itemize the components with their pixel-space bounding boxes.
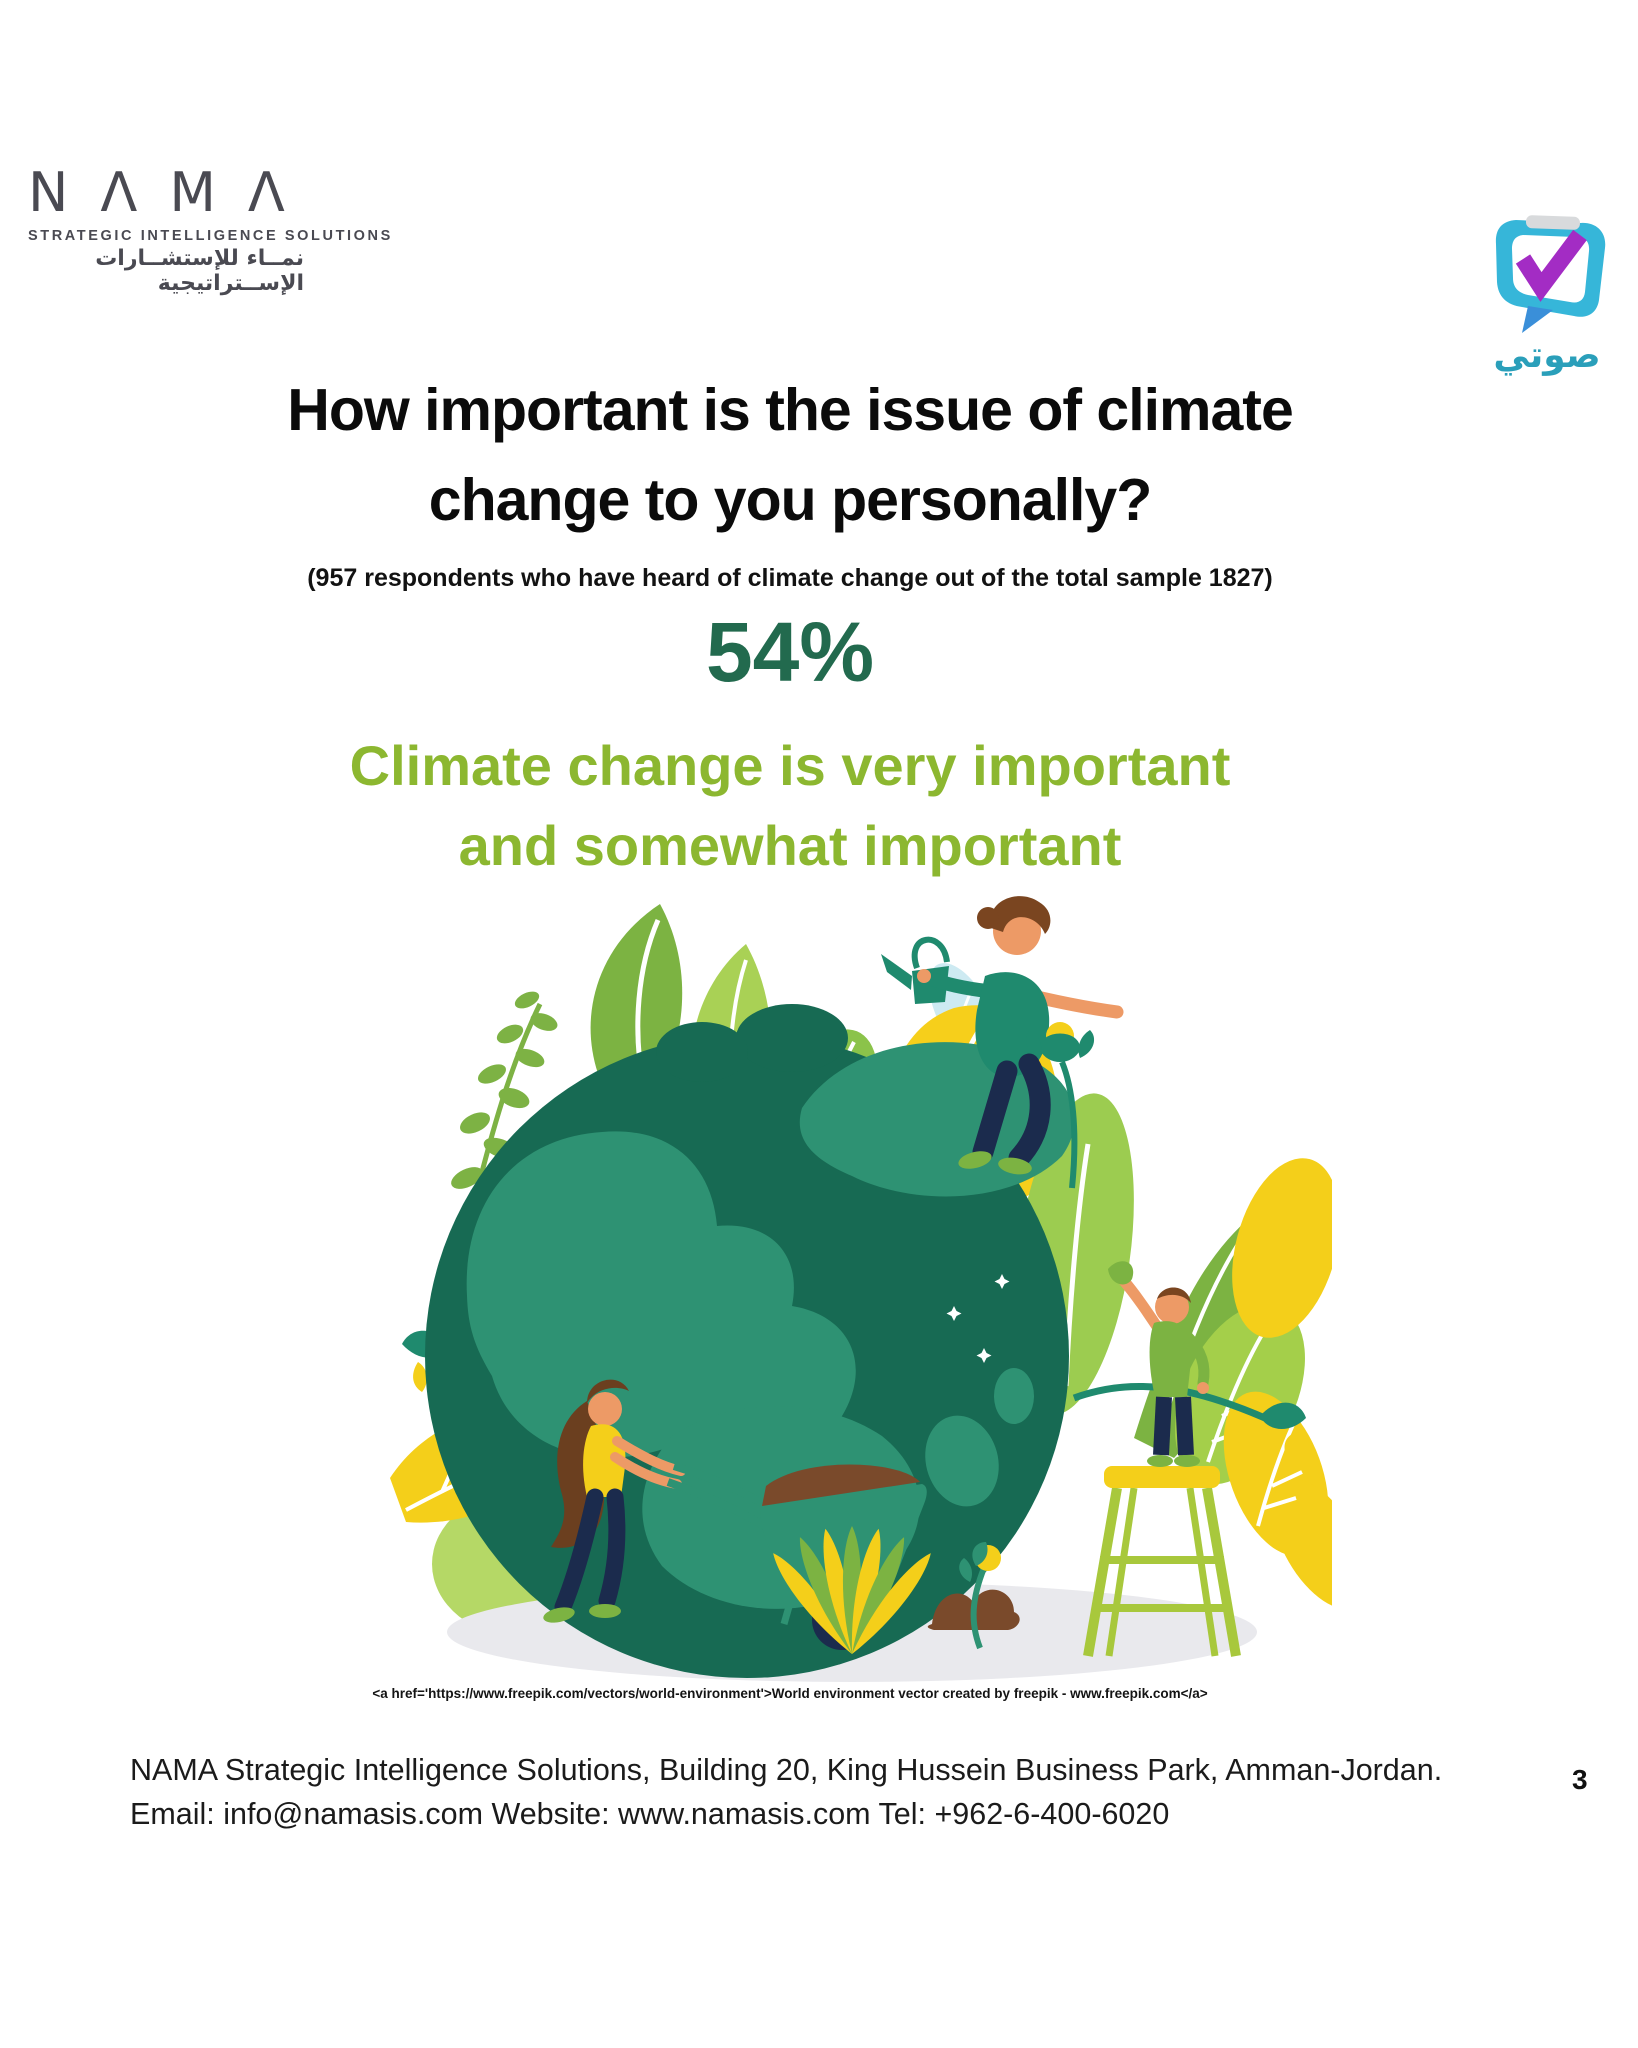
nama-logo: NΛMΛ STRATEGIC INTELLIGENCE SOLUTIONS نم… xyxy=(28,161,393,297)
globe-flower xyxy=(1025,1022,1095,1189)
result-label: Climate change is very important and som… xyxy=(0,726,1580,885)
page-title-line1: How important is the issue of climate xyxy=(287,377,1294,443)
nama-tagline-arabic: نمــاء للإستشــارات الإســتراتيجية xyxy=(95,246,304,296)
nama-wordmark: NΛMΛ xyxy=(28,161,317,224)
page-title: How important is the issue of climate ch… xyxy=(0,366,1580,545)
sprout xyxy=(959,1542,1001,1650)
result-label-line2: and somewhat important xyxy=(458,813,1122,877)
yellow-tuft xyxy=(773,1526,931,1654)
sawty-logo: صوتي xyxy=(1476,206,1618,376)
speech-bubble-check-icon xyxy=(1495,215,1606,333)
sample-note: (957 respondents who have heard of clima… xyxy=(307,564,1273,592)
person-cleaning xyxy=(1108,1261,1210,1467)
result-label-line1: Climate change is very important xyxy=(349,734,1231,797)
world-environment-illustration xyxy=(390,896,1332,1682)
footer-contact: NAMA Strategic Intelligence Solutions, B… xyxy=(130,1748,1442,1836)
page-title-line2: change to you personally? xyxy=(428,466,1152,533)
page-number: 3 xyxy=(1572,1764,1588,1795)
sawty-label: صوتي xyxy=(1493,335,1601,376)
result-percentage: 54% xyxy=(705,605,875,699)
footer-address: NAMA Strategic Intelligence Solutions, B… xyxy=(130,1753,1443,1787)
freepik-attribution: <a href='https://www.freepik.com/vectors… xyxy=(372,1686,1208,1701)
ladder xyxy=(1083,1466,1241,1657)
footer-contact-line: Email: info@namasis.com Website: www.nam… xyxy=(130,1797,1170,1832)
nama-tagline: STRATEGIC INTELLIGENCE SOLUTIONS xyxy=(28,228,393,244)
person-wheelbarrow xyxy=(543,1379,686,1623)
